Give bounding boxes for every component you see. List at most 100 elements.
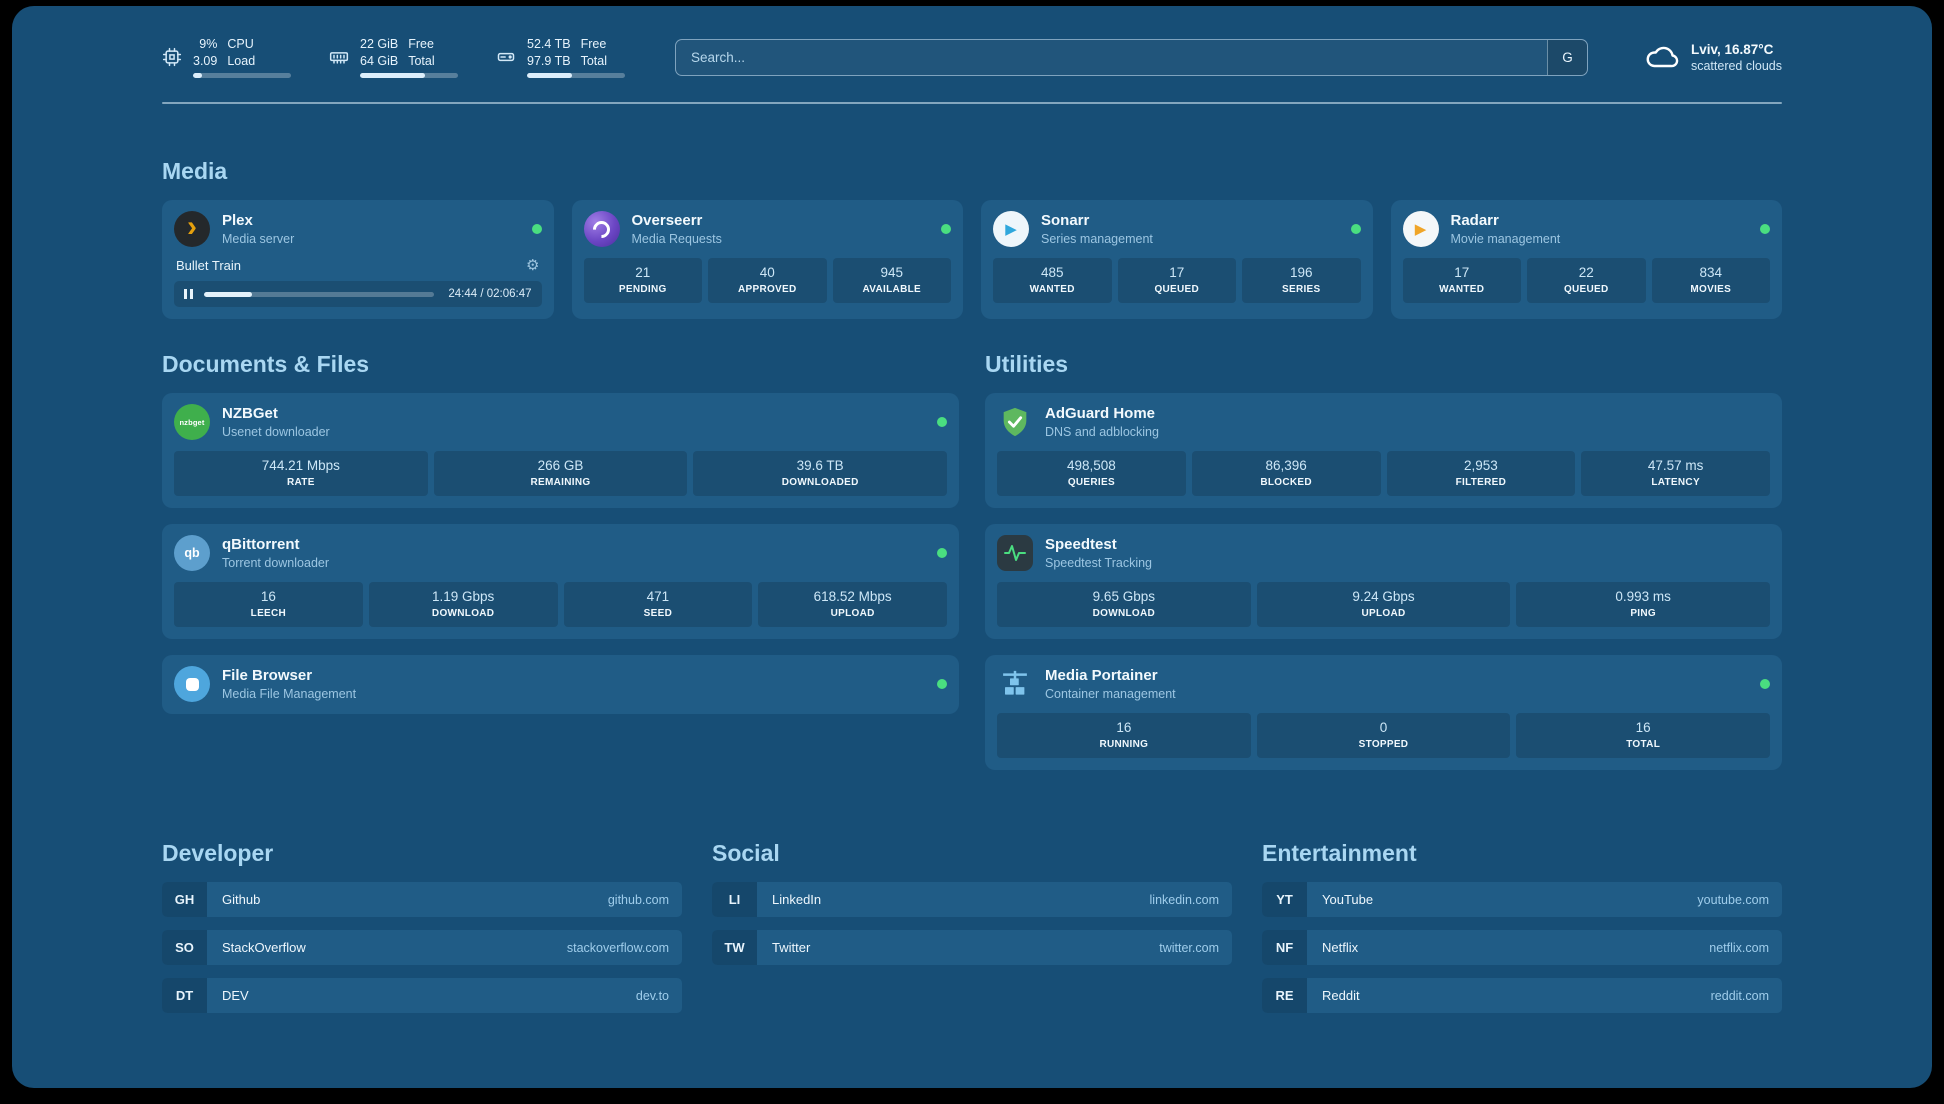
service-stats: 498,508 QUERIES 86,396 BLOCKED 2,953 FIL… [997, 451, 1770, 496]
stat-label: DOWNLOAD [431, 608, 495, 619]
status-dot [1760, 679, 1770, 689]
stat-value: 16 [1116, 720, 1132, 735]
stat-label: QUERIES [1067, 477, 1115, 488]
status-dot [1760, 224, 1770, 234]
service-header: AdGuard Home DNS and adblocking [997, 404, 1770, 440]
bookmark-abbr: SO [162, 930, 207, 965]
service-subtitle: Usenet downloader [222, 425, 330, 439]
resource-widget-disk: 52.4 TB 97.9 TB Free Total [496, 36, 625, 78]
bookmark-reddit[interactable]: RE Reddit reddit.com [1262, 978, 1782, 1013]
stat-label: DOWNLOAD [1092, 608, 1156, 619]
service-stats: 16 RUNNING 0 STOPPED 16 TOTAL [997, 713, 1770, 758]
service-card-nzbget[interactable]: nzbget NZBGet Usenet downloader 744.21 M… [162, 393, 959, 508]
service-card-qbittorrent[interactable]: qb qBittorrent Torrent downloader 16 LEE… [162, 524, 959, 639]
stat-label: BLOCKED [1260, 477, 1312, 488]
adguard-icon [997, 404, 1033, 440]
service-subtitle: Speedtest Tracking [1045, 556, 1153, 570]
service-card-adguard[interactable]: AdGuard Home DNS and adblocking 498,508 … [985, 393, 1782, 508]
stat-value: 0 [1379, 720, 1388, 735]
stat-value: 266 GB [537, 458, 584, 473]
disk-total-value: 97.9 TB [527, 53, 571, 68]
section-title-entertainment: Entertainment [1262, 840, 1417, 866]
bookmark-url: reddit.com [1710, 988, 1769, 1003]
service-header: Media Portainer Container management [997, 666, 1770, 702]
service-card-portainer[interactable]: Media Portainer Container management 16 … [985, 655, 1782, 770]
gear-icon[interactable] [526, 258, 539, 273]
cpu-load-value: 3.09 [193, 53, 218, 68]
service-header: qb qBittorrent Torrent downloader [174, 535, 947, 571]
service-card-overseerr[interactable]: Overseerr Media Requests 21 PENDING 40 A… [571, 200, 963, 319]
service-header: nzbget NZBGet Usenet downloader [174, 404, 947, 440]
weather-condition: scattered clouds [1690, 58, 1782, 73]
now-playing-title: Bullet Train [176, 258, 242, 273]
bookmark-github[interactable]: GH Github github.com [162, 882, 682, 917]
bookmark-stackoverflow[interactable]: SO StackOverflow stackoverflow.com [162, 930, 682, 965]
stat-label: TOTAL [1626, 739, 1661, 750]
filebrowser-icon [174, 666, 210, 702]
stat-value: 0.993 ms [1615, 589, 1671, 604]
bookmark-group-developer: Developer GH Github github.com SO StackO… [162, 840, 682, 1026]
pause-button[interactable] [184, 289, 193, 299]
service-subtitle: Torrent downloader [222, 556, 330, 570]
bookmark-name: StackOverflow [222, 940, 306, 955]
bookmark-youtube[interactable]: YT YouTube youtube.com [1262, 882, 1782, 917]
qbittorrent-icon: qb [174, 535, 210, 571]
bookmark-group-social: Social LI LinkedIn linkedin.com TW Twitt… [712, 840, 1232, 1026]
disk-icon [496, 47, 516, 67]
bookmark-twitter[interactable]: TW Twitter twitter.com [712, 930, 1232, 965]
dashboard-content: 9% 3.09 CPU Load [162, 6, 1782, 1026]
section-title-utilities: Utilities [985, 351, 1069, 377]
service-card-sonarr[interactable]: Sonarr Series management 485 WANTED 17 Q… [981, 200, 1373, 319]
bookmark-url: linkedin.com [1149, 892, 1219, 907]
section-title-developer: Developer [162, 840, 274, 866]
bookmark-url: github.com [607, 892, 669, 907]
resource-widget-memory: 22 GiB 64 GiB Free Total [329, 36, 458, 78]
stat-label: PING [1630, 608, 1656, 619]
bookmark-name: Netflix [1322, 940, 1359, 955]
bookmark-name: LinkedIn [772, 892, 822, 907]
search-provider-button[interactable]: G [1546, 39, 1587, 75]
stat-latency: 47.57 ms LATENCY [1581, 451, 1770, 496]
resource-body: 22 GiB 64 GiB Free Total [360, 36, 458, 78]
section-title-media: Media [162, 158, 228, 184]
cpu-usage-value: 9% [199, 37, 218, 51]
service-card-radarr[interactable]: Radarr Movie management 17 WANTED 22 QUE… [1390, 200, 1782, 319]
stat-label: QUEUED [1154, 284, 1200, 295]
service-subtitle: Media File Management [222, 687, 357, 701]
resource-body: 52.4 TB 97.9 TB Free Total [527, 36, 625, 78]
service-subtitle: Series management [1041, 232, 1153, 246]
status-dot [937, 548, 947, 558]
stat-seed: 471 SEED [563, 582, 753, 627]
search-input[interactable] [676, 39, 1547, 75]
now-playing: Bullet Train 24:44 / 02:06:47 [174, 258, 542, 307]
service-card-speedtest[interactable]: Speedtest Speedtest Tracking 9.65 Gbps D… [985, 524, 1782, 639]
stat-label: PENDING [618, 284, 667, 295]
stat-label: LEECH [250, 608, 287, 619]
stat-label: RATE [286, 477, 315, 488]
service-card-filebrowser[interactable]: File Browser Media File Management [162, 655, 959, 714]
bookmark-dev[interactable]: DT DEV dev.to [162, 978, 682, 1013]
service-header: Plex Media server [174, 211, 542, 247]
stat-queries: 498,508 QUERIES [997, 451, 1186, 496]
bookmark-netflix[interactable]: NF Netflix netflix.com [1262, 930, 1782, 965]
stat-movies: 834 MOVIES [1651, 258, 1770, 303]
service-header: Radarr Movie management [1402, 211, 1770, 247]
stat-value: 39.6 TB [796, 458, 844, 473]
playback-progress-bar[interactable] [204, 291, 435, 297]
stat-label: DOWNLOADED [781, 477, 859, 488]
bookmark-name: Reddit [1322, 988, 1360, 1003]
portainer-icon [997, 666, 1033, 702]
stat-label: REMAINING [530, 477, 591, 488]
stat-label: LATENCY [1651, 477, 1700, 488]
stat-value: 9.65 Gbps [1092, 589, 1155, 604]
service-card-plex[interactable]: Plex Media server Bullet Train [162, 200, 554, 319]
bookmark-linkedin[interactable]: LI LinkedIn linkedin.com [712, 882, 1232, 917]
stat-label: SERIES [1282, 284, 1321, 295]
memory-free-label: Free [408, 37, 434, 51]
service-title: File Browser [222, 667, 313, 684]
service-subtitle: Movie management [1450, 232, 1561, 246]
service-title: qBittorrent [222, 536, 300, 553]
cpu-icon [162, 47, 182, 67]
stat-ping: 0.993 ms PING [1516, 582, 1770, 627]
topbar-divider [162, 102, 1782, 104]
